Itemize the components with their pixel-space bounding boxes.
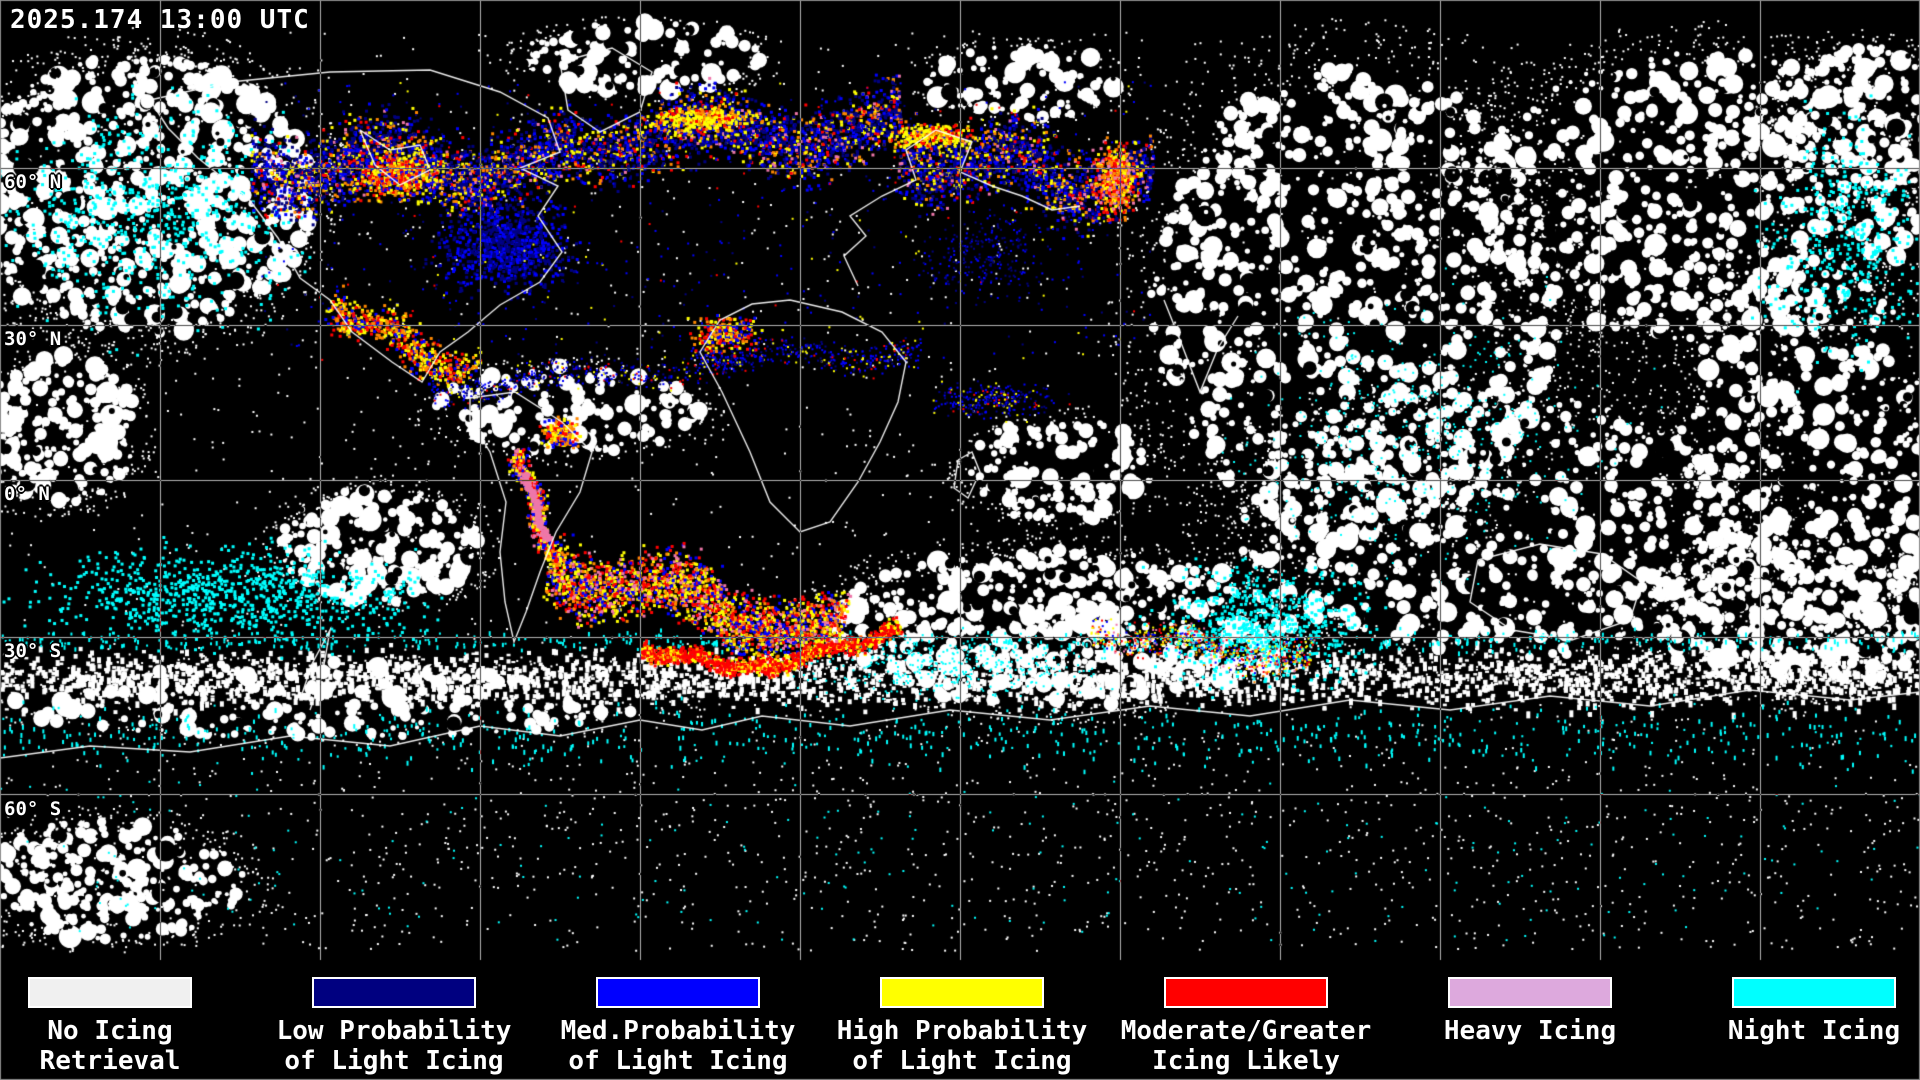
latitude-label-60n: 60° N xyxy=(4,171,62,193)
legend-item-night-icing: Night Icing xyxy=(1659,977,1920,1046)
legend-label-line2: Retrieval xyxy=(39,1046,181,1076)
legend-swatch-heavy-icing xyxy=(1448,977,1612,1008)
legend-swatch-night-icing xyxy=(1732,977,1896,1008)
latitude-label-30n: 30° N xyxy=(4,328,62,350)
legend-label-line1: Moderate/Greater xyxy=(1120,1016,1372,1046)
legend-label-line1: Heavy Icing xyxy=(1443,1016,1617,1046)
legend-label-line1: No Icing xyxy=(47,1016,173,1046)
legend-label-line2: Icing Likely xyxy=(1152,1046,1340,1076)
legend-item-moderate-greater: Moderate/Greater Icing Likely xyxy=(1091,977,1401,1076)
legend-swatch-moderate-greater xyxy=(1164,977,1328,1008)
latitude-label-0n: 0° N xyxy=(4,483,50,505)
legend-label-line1: Med.Probability xyxy=(560,1016,796,1046)
legend-item-no-icing: No Icing Retrieval xyxy=(0,977,265,1076)
legend-label-line1: High Probability xyxy=(836,1016,1088,1046)
legend-item-med-probability: Med.Probability of Light Icing xyxy=(523,977,833,1076)
legend-label-line1: Low Probability xyxy=(276,1016,512,1046)
legend-swatch-low-probability xyxy=(312,977,476,1008)
legend-swatch-no-icing xyxy=(28,977,192,1008)
legend-swatch-med-probability xyxy=(596,977,760,1008)
latitude-label-60s: 60° S xyxy=(4,798,62,820)
legend-label-line2: of Light Icing xyxy=(568,1046,788,1076)
latitude-label-30s: 30° S xyxy=(4,640,62,662)
legend-item-heavy-icing: Heavy Icing xyxy=(1375,977,1685,1046)
legend-label-line1: Night Icing xyxy=(1727,1016,1901,1046)
legend-swatch-high-probability xyxy=(880,977,1044,1008)
legend-item-low-probability: Low Probability of Light Icing xyxy=(239,977,549,1076)
legend-label-line2: of Light Icing xyxy=(284,1046,504,1076)
timestamp-label: 2025.174 13:00 UTC xyxy=(10,5,310,35)
legend-item-high-probability: High Probability of Light Icing xyxy=(807,977,1117,1076)
legend-label-line2: of Light Icing xyxy=(852,1046,1072,1076)
